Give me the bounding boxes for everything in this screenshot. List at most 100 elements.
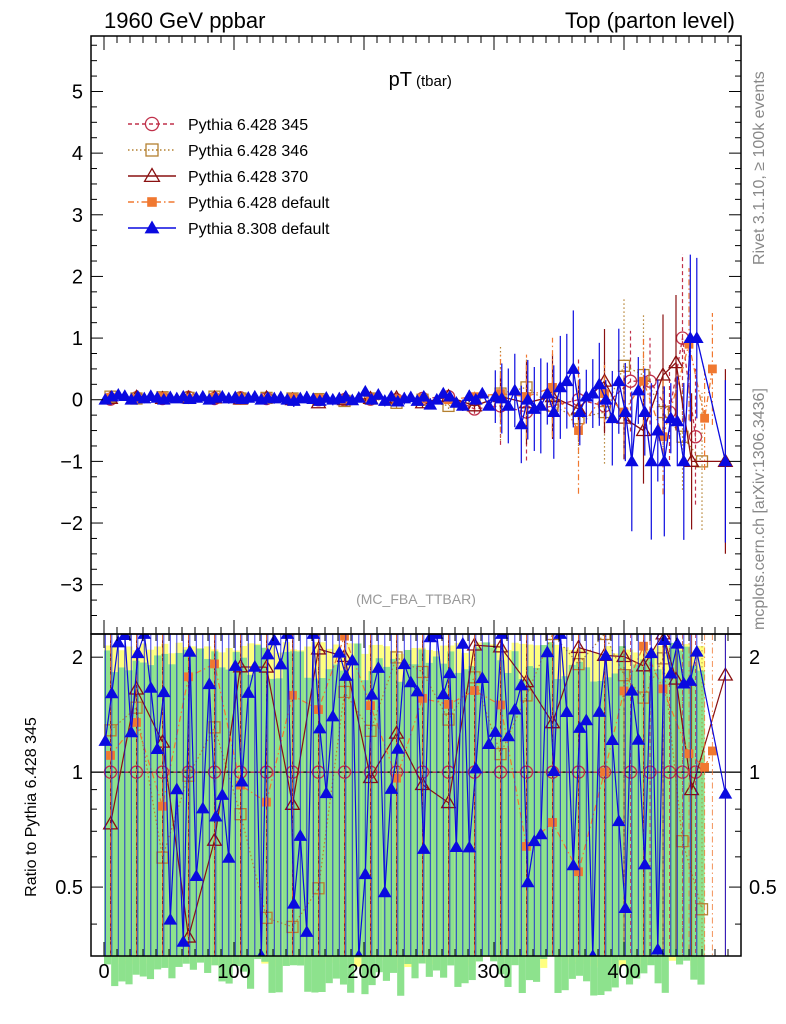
ratio-point — [299, 925, 314, 937]
band-inner — [168, 664, 176, 979]
ratio-point — [392, 773, 401, 783]
data-point — [540, 386, 555, 399]
main-series-2 — [102, 295, 734, 554]
band-inner — [568, 664, 576, 979]
band-inner — [268, 678, 276, 993]
data-point — [644, 454, 659, 467]
ratio-point — [663, 666, 678, 679]
ratio-point — [258, 659, 275, 673]
band-inner — [482, 642, 491, 957]
band-inner — [540, 645, 548, 960]
main-ytick-label: 0 — [72, 390, 83, 412]
ratio-point — [574, 867, 583, 877]
mcplots-url-label: mcplots.cern.ch [arXiv:1306.3436] — [751, 388, 768, 630]
ratio-point — [670, 636, 685, 649]
data-point — [708, 364, 717, 374]
data-point — [533, 399, 548, 411]
ratio-point — [293, 829, 308, 841]
band-inner — [690, 665, 698, 980]
ratio-point — [546, 764, 561, 776]
legend-label: Pythia 6.428 345 — [188, 117, 308, 134]
legend-label: Pythia 6.428 346 — [188, 143, 308, 160]
data-point — [384, 389, 399, 402]
ratio-point — [475, 671, 490, 683]
ratio-point — [624, 683, 639, 696]
data-point — [650, 423, 665, 436]
ratio-point — [132, 718, 141, 727]
data-point — [572, 405, 587, 417]
ratio-point — [494, 634, 509, 639]
ratio-point — [637, 857, 652, 870]
ratio-point — [221, 851, 236, 863]
ratio-point — [158, 801, 167, 811]
ratio-point — [189, 869, 204, 881]
band-inner — [375, 658, 383, 973]
ratio-point — [429, 634, 444, 639]
ratio-point — [241, 686, 256, 698]
band-inner — [275, 678, 283, 993]
ratio-point — [605, 733, 620, 746]
band-inner — [382, 666, 390, 981]
legend-marker — [144, 220, 160, 234]
data-point — [598, 392, 613, 405]
ratio-point — [579, 713, 594, 726]
ratio-point — [600, 767, 609, 777]
legend-marker — [145, 143, 159, 157]
band-inner — [404, 649, 412, 964]
ratio-point — [423, 634, 438, 643]
band-inner — [697, 670, 705, 985]
band-inner — [661, 678, 669, 993]
ratio-point — [273, 657, 288, 670]
ratio-point — [234, 774, 249, 787]
data-point — [475, 386, 490, 399]
main-ytick-label: 1 — [72, 328, 83, 350]
data-point — [684, 339, 694, 349]
ratio-point — [390, 741, 405, 754]
legend-marker — [143, 167, 161, 183]
data-point — [364, 392, 379, 405]
ratio-point — [442, 666, 457, 679]
data-point — [520, 392, 535, 405]
ratio-point — [312, 721, 327, 734]
ratio-point — [559, 705, 574, 717]
ratio-point — [345, 653, 360, 666]
plot-title: pT — [389, 69, 412, 91]
ratio-point — [566, 858, 581, 871]
band-inner — [676, 650, 684, 965]
main-series-4 — [98, 254, 733, 543]
ratio-point — [501, 729, 516, 742]
data-point — [390, 394, 405, 407]
ratio-point — [260, 647, 275, 660]
ratio-point — [533, 827, 548, 840]
band-inner — [668, 642, 676, 957]
data-point — [403, 390, 418, 403]
ratio-point — [206, 832, 223, 846]
data-point — [596, 373, 613, 387]
ratio-point — [683, 781, 700, 796]
band-inner — [633, 664, 641, 979]
data-point — [377, 394, 392, 406]
data-point — [358, 384, 373, 397]
ratio-point — [366, 701, 375, 711]
band-inner — [390, 658, 398, 973]
data-point — [637, 405, 652, 417]
data-series — [98, 254, 734, 956]
band-inner — [461, 669, 469, 984]
band-inner — [618, 646, 626, 961]
ratio-point — [210, 659, 219, 669]
ratio-point — [416, 842, 431, 854]
band-inner — [425, 662, 433, 977]
data-point — [683, 453, 700, 467]
ratio-point — [553, 634, 568, 639]
data-point — [574, 426, 583, 435]
ratio-line — [110, 634, 713, 874]
data-point — [631, 383, 646, 396]
ratio-point — [683, 674, 698, 686]
band-inner — [547, 642, 555, 957]
ratio-point — [362, 769, 379, 784]
band-inner — [125, 670, 133, 985]
data-point — [124, 392, 139, 405]
legend-marker — [144, 116, 160, 132]
ratio-point — [455, 637, 470, 649]
xtick-label: 200 — [347, 961, 380, 983]
